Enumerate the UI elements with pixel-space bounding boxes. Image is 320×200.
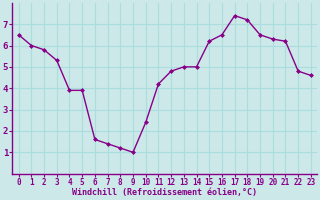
X-axis label: Windchill (Refroidissement éolien,°C): Windchill (Refroidissement éolien,°C) bbox=[72, 188, 257, 197]
